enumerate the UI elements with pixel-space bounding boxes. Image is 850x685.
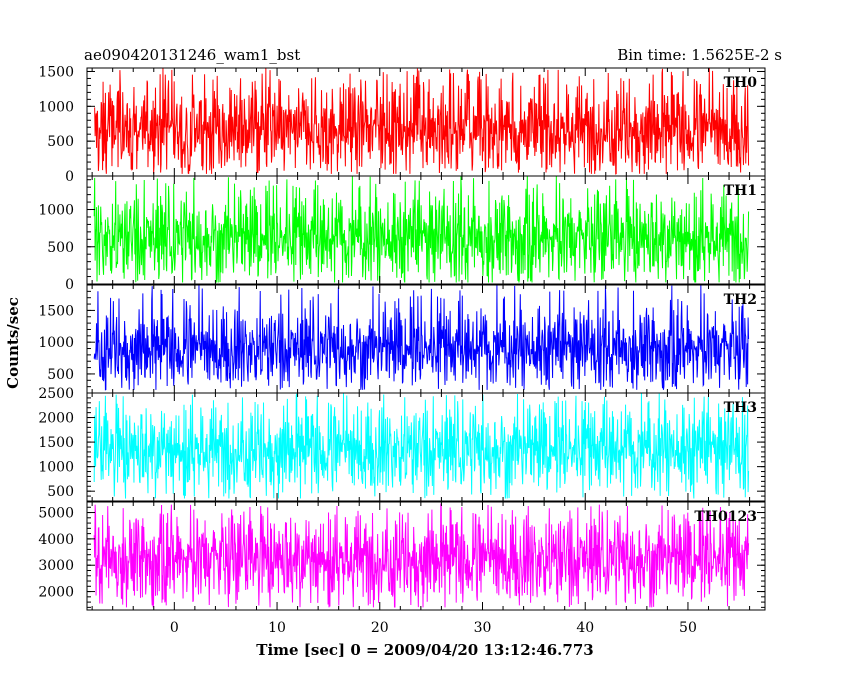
series-line-th3 <box>93 393 750 499</box>
y-tick-label: 0 <box>65 277 74 293</box>
y-tick-label: 5000 <box>38 506 74 522</box>
panel-label-th0: TH0 <box>724 75 758 91</box>
x-tick-label: 30 <box>474 620 492 636</box>
y-tick-label: 2500 <box>38 386 74 402</box>
y-tick-label: 1000 <box>38 335 74 351</box>
panel-label-th3: TH3 <box>724 400 757 416</box>
chart-title-left: ae090420131246_wam1_bst <box>84 46 300 64</box>
series-line-th0 <box>94 68 750 175</box>
y-tick-label: 1000 <box>38 460 74 476</box>
panel-label-th2: TH2 <box>724 292 757 308</box>
y-tick-label: 0 <box>65 169 74 185</box>
y-tick-label: 1500 <box>38 64 74 80</box>
y-tick-label: 2000 <box>38 411 74 427</box>
x-tick-label: 20 <box>371 620 389 636</box>
x-axis-label: Time [sec] 0 = 2009/04/20 13:12:46.773 <box>256 641 593 659</box>
y-axis-label: Counts/sec <box>4 297 22 389</box>
x-tick-label: 0 <box>170 620 179 636</box>
panel-label-th1: TH1 <box>724 183 757 199</box>
y-tick-label: 4000 <box>38 532 74 548</box>
x-tick-label: 50 <box>679 620 697 636</box>
x-tick-label: 40 <box>576 620 594 636</box>
panel-frame <box>86 175 766 285</box>
series-line-th0123 <box>93 502 750 608</box>
panel-th0: 0 500 1000 1500 TH0 <box>38 64 766 185</box>
x-tick-label: 10 <box>268 620 286 636</box>
y-tick-label: 3000 <box>38 558 74 574</box>
chart-title-right: Bin time: 1.5625E-2 s <box>617 46 782 64</box>
y-tick-label: 1000 <box>38 99 74 115</box>
series-line-th2 <box>93 285 750 391</box>
y-tick-label: 500 <box>47 484 74 500</box>
y-tick-label: 1500 <box>38 303 74 319</box>
y-tick-label: 1500 <box>38 435 74 451</box>
y-tick-label: 500 <box>47 134 74 150</box>
panel-th3: 500 1000 1500 2000 2500 TH3 <box>38 386 766 502</box>
panels-layer: 050010001500TH005001000TH150010001500TH2… <box>38 64 766 636</box>
panel-th1: 0 500 1000 TH1 <box>38 175 766 293</box>
panel-frame <box>86 501 766 611</box>
y-tick-label: 500 <box>47 240 74 256</box>
y-tick-label: 2000 <box>38 585 74 601</box>
series-line-th1 <box>93 176 750 283</box>
y-tick-label: 1000 <box>38 203 74 219</box>
panel-th0123: 2000 3000 4000 5000 TH0123 <box>38 501 766 611</box>
panel-label-th0123: TH0123 <box>694 509 757 525</box>
y-tick-label: 500 <box>47 367 74 383</box>
panel-th2: 500 1000 1500 TH2 <box>38 284 766 394</box>
